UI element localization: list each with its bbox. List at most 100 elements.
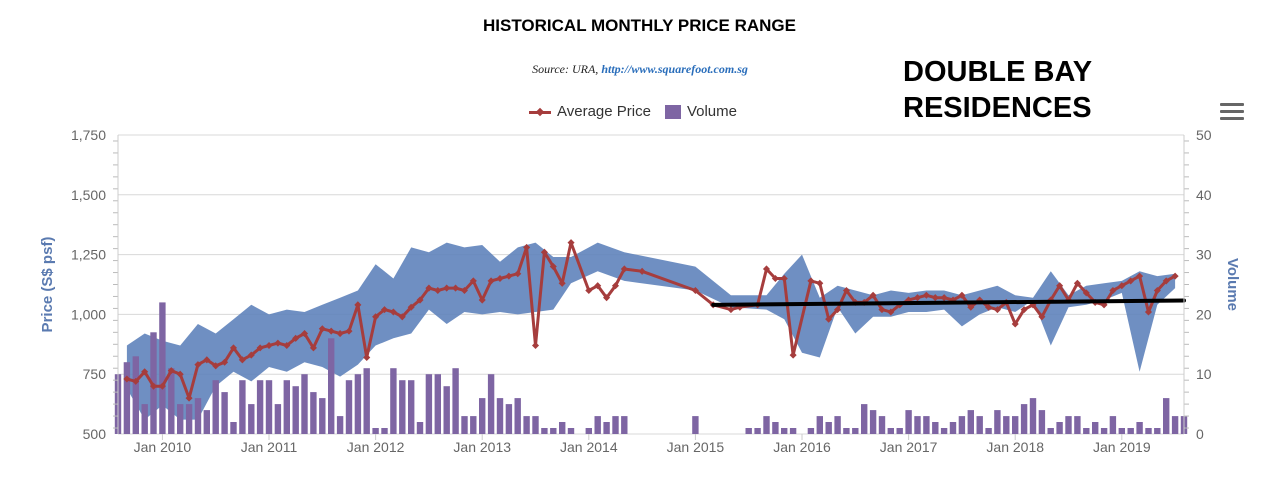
legend-label: Average Price <box>557 103 651 120</box>
price-point <box>807 277 815 285</box>
volume-bar <box>443 386 450 434</box>
price-range-band <box>126 242 1176 420</box>
legend-item-volume[interactable]: Volume <box>664 103 737 120</box>
legend-item-average-price[interactable]: Average Price <box>529 103 651 120</box>
volume-bar <box>408 380 415 434</box>
volume-bar <box>123 362 131 434</box>
legend-bar-symbol <box>664 104 681 119</box>
volume-bar <box>789 428 797 434</box>
right-tick-label: 30 <box>1196 247 1212 263</box>
right-tick-label: 40 <box>1196 187 1212 203</box>
price-point <box>176 370 184 378</box>
price-point <box>301 330 309 338</box>
volume-bar <box>319 398 326 434</box>
hamburger-menu-icon[interactable] <box>1220 100 1244 122</box>
volume-bar <box>1038 410 1046 434</box>
price-point <box>158 382 166 390</box>
right-tick-label: 20 <box>1196 306 1212 322</box>
price-point <box>407 303 415 311</box>
price-point <box>842 286 850 295</box>
price-point <box>780 274 788 283</box>
price-point <box>514 270 522 278</box>
price-point <box>256 344 264 352</box>
volume-bar <box>567 428 575 434</box>
volume-bar <box>230 422 237 434</box>
x-tick-label: Jan 2011 <box>241 439 298 455</box>
price-point <box>913 294 922 302</box>
price-point <box>940 294 948 302</box>
price-point <box>425 284 433 292</box>
price-point <box>1011 320 1019 328</box>
volume-bar <box>772 422 779 434</box>
left-axis-title: Price (S$ psf) <box>39 237 56 333</box>
price-point <box>620 265 628 273</box>
volume-bar <box>496 398 504 434</box>
volume-bar <box>825 422 832 434</box>
x-tick-label: Jan 2014 <box>560 439 618 455</box>
source-url-link[interactable]: http://www.squarefoot.com.sg <box>601 62 748 76</box>
volume-bar <box>354 374 362 434</box>
volume-bars <box>114 302 1188 434</box>
volume-bar <box>328 338 335 434</box>
volume-bar <box>416 422 424 434</box>
overlay-title-line-2: RESIDENCES <box>903 92 1092 124</box>
price-point <box>452 284 460 292</box>
price-point <box>389 308 397 316</box>
price-point <box>603 294 611 302</box>
price-point <box>594 282 602 290</box>
volume-bar <box>585 428 592 434</box>
price-point <box>309 344 317 352</box>
volume-bar <box>310 392 317 434</box>
volume-bar <box>612 416 619 434</box>
price-point <box>123 375 131 383</box>
price-point <box>638 267 646 275</box>
overlay-title: DOUBLE BAY RESIDENCES <box>903 54 1092 126</box>
price-point <box>283 341 291 350</box>
axes: 500 750 1,000 1,250 1,500 1,750 0 10 20 30 40 50 Jan… <box>39 127 1241 455</box>
volume-bar <box>541 428 548 434</box>
price-point <box>878 306 886 314</box>
price-point <box>825 315 833 323</box>
volume-bar <box>861 404 868 434</box>
left-tick-label: 1,250 <box>71 247 106 263</box>
volume-bar <box>1020 404 1028 434</box>
volume-bar <box>470 416 477 434</box>
price-range-area <box>126 242 1176 420</box>
left-tick-label: 750 <box>83 366 107 382</box>
price-point <box>265 341 273 350</box>
volume-bar <box>896 428 903 434</box>
volume-bar <box>923 416 930 434</box>
volume-bar <box>914 416 921 434</box>
volume-bar <box>292 386 299 434</box>
legend: Average Price Volume <box>529 103 751 120</box>
volume-bar <box>603 422 610 434</box>
price-point <box>487 277 495 285</box>
volume-bar <box>985 428 992 434</box>
volume-bar <box>1065 416 1072 434</box>
price-point <box>327 327 335 335</box>
price-point <box>771 274 779 283</box>
price-point <box>691 286 699 295</box>
price-point <box>611 282 620 290</box>
x-tick-label: Jan 2010 <box>134 439 192 455</box>
price-point <box>523 243 531 251</box>
volume-bar <box>754 428 761 434</box>
volume-bar <box>159 302 166 434</box>
price-point <box>194 361 202 369</box>
volume-bar <box>1127 428 1134 434</box>
volume-bar <box>878 416 886 434</box>
volume-bar <box>336 416 344 434</box>
volume-bar <box>505 404 513 434</box>
x-tick-label: Jan 2017 <box>880 439 938 455</box>
legend-line-symbol <box>529 106 551 118</box>
volume-bar <box>514 398 521 434</box>
x-tick-label: Jan 2012 <box>347 439 405 455</box>
left-tick-label: 1,750 <box>71 127 106 143</box>
volume-bar <box>274 404 282 434</box>
volume-bar <box>452 368 459 434</box>
price-point <box>336 330 344 338</box>
volume-bar <box>1163 398 1170 434</box>
volume-bar <box>221 392 228 434</box>
price-point <box>789 351 797 359</box>
